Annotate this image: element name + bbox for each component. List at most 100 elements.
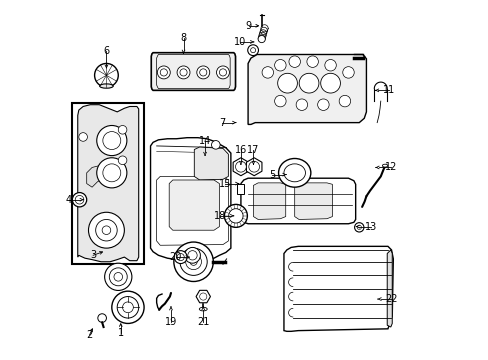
Text: 12: 12 — [384, 162, 396, 172]
Text: 9: 9 — [245, 21, 251, 31]
Text: 7: 7 — [219, 118, 225, 128]
Circle shape — [199, 293, 206, 300]
Text: 4: 4 — [65, 195, 72, 205]
Text: 15: 15 — [218, 179, 230, 189]
Circle shape — [97, 126, 126, 156]
Text: 13: 13 — [364, 222, 376, 231]
Polygon shape — [253, 183, 285, 220]
Circle shape — [342, 67, 353, 78]
Circle shape — [258, 36, 265, 42]
Circle shape — [177, 66, 190, 79]
Circle shape — [274, 95, 285, 107]
Polygon shape — [284, 246, 392, 331]
Circle shape — [88, 212, 124, 248]
Text: 6: 6 — [103, 46, 109, 56]
Polygon shape — [78, 105, 139, 262]
Text: 3: 3 — [90, 250, 96, 260]
Ellipse shape — [320, 73, 340, 93]
Text: 10: 10 — [234, 37, 246, 47]
Circle shape — [174, 251, 187, 264]
Circle shape — [117, 297, 139, 318]
Circle shape — [250, 48, 255, 53]
Circle shape — [190, 258, 197, 265]
Circle shape — [180, 69, 187, 76]
Text: 5: 5 — [269, 170, 275, 180]
Polygon shape — [156, 176, 228, 245]
Circle shape — [216, 66, 229, 79]
Text: 22: 22 — [385, 294, 397, 304]
Circle shape — [180, 248, 207, 275]
Text: 20: 20 — [169, 252, 182, 262]
Circle shape — [104, 263, 132, 291]
Circle shape — [274, 59, 285, 71]
Polygon shape — [86, 164, 126, 187]
Polygon shape — [169, 180, 219, 230]
Circle shape — [102, 164, 121, 182]
Circle shape — [219, 69, 226, 76]
Polygon shape — [196, 290, 210, 303]
Text: 17: 17 — [247, 144, 259, 154]
Text: 11: 11 — [382, 85, 394, 95]
Ellipse shape — [299, 73, 318, 93]
Circle shape — [296, 99, 307, 111]
Polygon shape — [194, 147, 228, 180]
Circle shape — [324, 59, 336, 71]
Text: 1: 1 — [118, 328, 123, 338]
Circle shape — [177, 253, 184, 261]
Polygon shape — [150, 138, 230, 261]
Circle shape — [235, 161, 246, 172]
Circle shape — [317, 99, 328, 111]
Bar — [72, 103, 144, 264]
Circle shape — [160, 69, 167, 76]
Circle shape — [211, 140, 220, 149]
Circle shape — [114, 273, 122, 281]
Circle shape — [339, 95, 350, 107]
Circle shape — [354, 223, 363, 232]
Text: 8: 8 — [180, 33, 186, 43]
Circle shape — [199, 69, 206, 76]
Polygon shape — [294, 183, 332, 220]
Text: 14: 14 — [199, 136, 211, 145]
Ellipse shape — [382, 164, 387, 167]
Ellipse shape — [277, 73, 297, 93]
Ellipse shape — [278, 158, 310, 187]
Circle shape — [118, 156, 126, 165]
Circle shape — [187, 251, 197, 260]
Circle shape — [196, 66, 209, 79]
Polygon shape — [246, 158, 262, 176]
Circle shape — [72, 193, 86, 207]
Circle shape — [184, 247, 200, 263]
Circle shape — [102, 226, 110, 234]
Circle shape — [96, 220, 117, 241]
Ellipse shape — [199, 307, 207, 311]
Circle shape — [262, 67, 273, 78]
Polygon shape — [151, 53, 235, 90]
Circle shape — [102, 132, 121, 149]
Circle shape — [228, 209, 243, 223]
Circle shape — [98, 314, 106, 322]
Circle shape — [75, 195, 83, 204]
Bar — [237, 184, 244, 194]
Text: 2: 2 — [86, 330, 93, 340]
Polygon shape — [233, 158, 248, 176]
Circle shape — [288, 56, 300, 67]
Circle shape — [185, 254, 201, 270]
Polygon shape — [156, 54, 230, 89]
Text: 18: 18 — [214, 211, 226, 221]
Circle shape — [356, 225, 361, 229]
Circle shape — [112, 291, 144, 323]
Text: 21: 21 — [197, 317, 209, 327]
Ellipse shape — [100, 84, 113, 88]
Circle shape — [122, 302, 133, 313]
Circle shape — [97, 158, 126, 188]
Polygon shape — [241, 178, 355, 224]
Polygon shape — [247, 54, 366, 125]
Polygon shape — [386, 250, 391, 327]
Circle shape — [306, 56, 318, 67]
Circle shape — [79, 133, 87, 141]
Circle shape — [118, 126, 126, 134]
Circle shape — [94, 63, 118, 87]
Circle shape — [157, 66, 170, 79]
Circle shape — [224, 204, 247, 227]
Ellipse shape — [284, 164, 305, 182]
